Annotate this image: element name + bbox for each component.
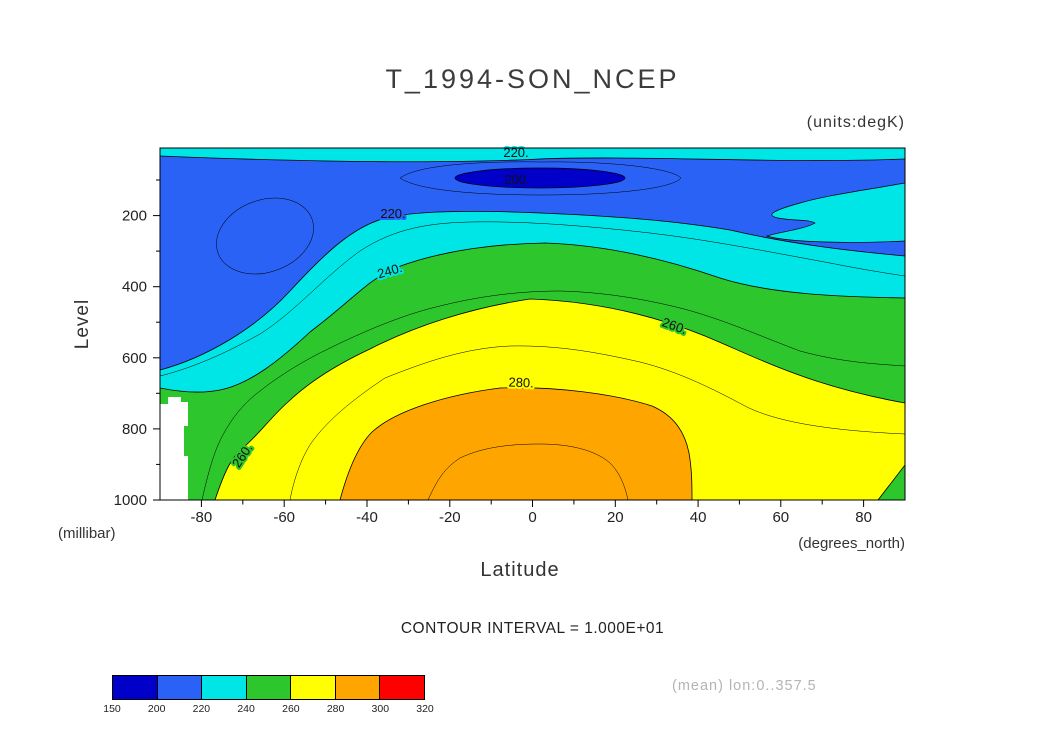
colorbar-segment-220-240 — [202, 676, 247, 699]
x-axis-title: Latitude — [480, 559, 559, 578]
x-axis-unit-label: (degrees_north) — [798, 535, 905, 552]
mean-longitude-label: (mean) lon:0..357.5 — [672, 678, 817, 694]
colorbar-label: 150 — [103, 703, 121, 715]
contour-280 — [339, 387, 693, 500]
contour-220-upper — [160, 155, 905, 163]
contour-250 — [201, 290, 905, 500]
y-tick-label: 1000 — [114, 492, 147, 509]
colorbar-labels: 150 200 220 240 260 280 300 320 — [103, 703, 434, 717]
units-label: (units:degK) — [806, 114, 905, 131]
band-darkblue-cold-core — [454, 167, 626, 189]
contour-230 — [160, 221, 905, 377]
band-green-corner — [877, 464, 905, 500]
filled-contour-bands — [160, 148, 905, 500]
colorbar: 150 200 220 240 260 280 300 320 — [103, 675, 434, 717]
x-tick-label: -80 — [191, 509, 213, 526]
y-axis-ticks — [153, 179, 160, 501]
colorbar-segment-200-220 — [157, 676, 203, 699]
x-tick-label: 60 — [772, 509, 789, 526]
colorbar-segment-280-300 — [335, 676, 381, 699]
contour-label-220-top: 220. — [503, 145, 528, 160]
contour-label-280: 280. — [508, 375, 534, 391]
masked-topography-region — [160, 397, 188, 500]
x-tick-label: 0 — [528, 509, 536, 526]
contour-lines — [160, 155, 905, 500]
contour-220-main — [160, 210, 905, 371]
y-tick-labels: 200 400 600 800 1000 — [114, 208, 147, 509]
colorbar-label: 300 — [371, 703, 390, 715]
x-tick-label: 20 — [607, 509, 624, 526]
colorbar-label: 280 — [326, 703, 345, 715]
colorbar-label: 240 — [237, 703, 255, 715]
contour-260 — [214, 298, 905, 500]
y-axis-title: Level — [72, 299, 93, 349]
colorbar-swatches — [112, 675, 425, 700]
contour-label-200: 200. — [504, 172, 529, 187]
contour-270 — [289, 345, 905, 500]
y-tick-label: 400 — [122, 279, 147, 296]
x-tick-label: 80 — [855, 509, 872, 526]
band-blue — [160, 156, 905, 370]
contour-210-loop-left — [216, 197, 314, 275]
contour-plot: 220. 200. 220. 240. 260. 280. 260. — [58, 143, 906, 578]
colorbar-label: 200 — [147, 703, 166, 715]
colorbar-label: 260 — [282, 703, 300, 715]
contour-label-220-mid: 220. — [380, 206, 405, 221]
contour-240 — [160, 242, 905, 393]
x-tick-label: -40 — [356, 509, 378, 526]
band-orange — [340, 387, 692, 500]
x-tick-label: 40 — [690, 509, 707, 526]
y-tick-label: 600 — [122, 350, 147, 367]
y-axis-unit-label: (millibar) — [58, 525, 116, 542]
colorbar-label: 220 — [192, 703, 211, 715]
contour-interval-label: CONTOUR INTERVAL = 1.000E+01 — [400, 620, 665, 637]
y-tick-label: 200 — [122, 208, 147, 225]
x-tick-labels: -80 -60 -40 -20 0 20 40 60 80 — [191, 509, 872, 526]
contour-290 — [427, 443, 629, 500]
colorbar-label: 320 — [416, 703, 434, 715]
colorbar-segment-260-280 — [291, 676, 336, 699]
x-tick-label: -20 — [439, 509, 461, 526]
x-axis-ticks — [200, 500, 865, 507]
y-tick-label: 800 — [122, 421, 147, 438]
colorbar-segment-300-320 — [380, 676, 425, 699]
colorbar-segment-150-200 — [113, 676, 158, 699]
page-title: T_1994-SON_NCEP — [385, 64, 680, 94]
contour-210-loop-center — [399, 161, 682, 196]
band-cyan-tongue-right — [765, 182, 905, 243]
x-tick-label: -60 — [273, 509, 295, 526]
colorbar-segment-240-260 — [246, 676, 292, 699]
